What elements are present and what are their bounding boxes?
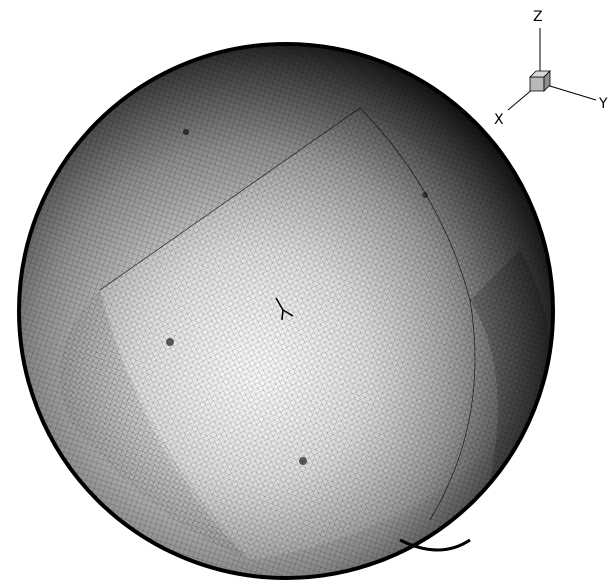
triad-cube-icon	[529, 70, 551, 92]
singular-point-right	[422, 192, 428, 198]
sphere-bottom-bulge	[399, 538, 471, 552]
mesh-patch-front-grid	[100, 108, 533, 560]
singular-point-bottom	[299, 457, 307, 465]
patch-boundary-line	[99, 107, 476, 521]
singular-point-left	[166, 338, 174, 346]
singular-point-top	[183, 129, 189, 135]
axes-triad[interactable]: Z Y X	[494, 9, 608, 128]
sphere-rim	[17, 42, 555, 580]
y-axis-label: Y	[598, 96, 608, 112]
z-axis-label: Z	[533, 9, 543, 25]
mesh-patch-right	[470, 250, 552, 520]
x-axis-label: X	[494, 112, 504, 128]
mesh-patch-lower-left	[60, 290, 250, 560]
center-marker-icon	[275, 297, 294, 321]
